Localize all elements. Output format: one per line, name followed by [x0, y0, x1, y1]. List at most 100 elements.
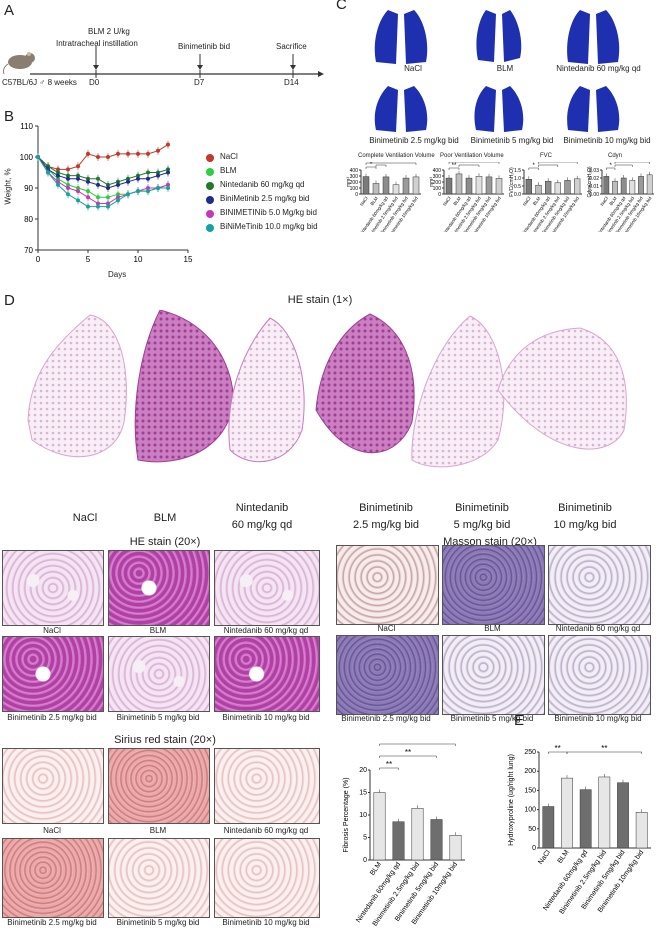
group-label: Nintedanib 60 mg/kg qd	[231, 502, 293, 531]
micro-caption: NaCl	[43, 826, 61, 835]
data-point	[46, 170, 50, 175]
series-line	[37, 144, 169, 170]
data-point	[126, 192, 130, 197]
category-label: BLM	[452, 196, 462, 207]
bar	[545, 180, 552, 195]
pvv-title: Poor Ventilation Volume	[440, 153, 504, 159]
lung-caption: Nintedanib 60 mg/kg qd	[556, 64, 641, 73]
mouse-strain: C57BL/6J ♂ 8 weeks	[2, 78, 77, 87]
lung-caption: BLM	[496, 64, 514, 73]
data-point	[96, 182, 100, 187]
bleomycin-dose: BLM 2 U/kg	[88, 27, 130, 36]
micro-caption: Binimetinib 5 mg/kg bid	[116, 713, 200, 722]
legend-marker	[206, 182, 214, 190]
y-tick-label: 200	[433, 180, 442, 186]
significance-bracket	[614, 162, 650, 164]
sirius-micrograph	[2, 838, 104, 918]
data-point	[96, 155, 100, 159]
panel-letter-c: C	[336, 0, 347, 13]
bar	[495, 178, 503, 195]
bar	[629, 180, 636, 195]
bar	[392, 184, 400, 195]
legend-marker	[206, 224, 214, 232]
significance-star: **	[452, 163, 457, 169]
data-point	[86, 195, 90, 200]
significance-bracket	[458, 164, 480, 167]
y-tick-label: 0	[438, 192, 441, 198]
y-tick-label: 100	[524, 807, 536, 814]
bar	[373, 792, 386, 861]
bar	[617, 782, 629, 849]
he-micrograph	[2, 550, 104, 626]
significance-star: *	[468, 162, 471, 166]
y-axis-label: Fibrosis Percentage (%)	[343, 777, 350, 852]
group-label: Binimetinib 5 mg/kg bid	[453, 502, 511, 531]
sirius-micrograph	[214, 838, 320, 918]
significance-bracket	[448, 162, 500, 164]
bar	[382, 176, 390, 195]
bar	[402, 177, 410, 195]
data-point	[96, 195, 100, 200]
data-point	[86, 151, 90, 156]
significance-bracket	[606, 167, 616, 170]
bar	[430, 819, 443, 861]
data-point	[146, 170, 150, 175]
legend-item: BINIMETINib 5.0 Mg/kg bid	[206, 208, 318, 222]
he-micrograph	[214, 550, 320, 626]
group-label: Binimetinib 10 mg/kg bid	[553, 502, 617, 531]
data-point	[96, 176, 100, 181]
y-tick-label: 80	[24, 215, 33, 224]
micro-caption: Binimetinib 10 mg/kg bid	[222, 918, 310, 927]
y-tick-label: 400	[433, 168, 442, 174]
bar	[362, 176, 370, 195]
micro-caption: Binimetinib 5 mg/kg bid	[116, 918, 200, 927]
significance-star: *	[609, 163, 612, 169]
group-label: NaCl	[72, 512, 98, 524]
instillation-label: Intratracheal instillation	[56, 39, 138, 48]
data-point	[66, 186, 70, 190]
bar	[535, 184, 542, 195]
weight-ylabel: Weight, %	[3, 168, 13, 205]
masson-micrograph	[442, 545, 545, 625]
y-tick-label: 90	[24, 184, 33, 193]
category-label: NaCl	[359, 196, 369, 207]
he-micrograph	[2, 636, 104, 712]
bar	[574, 178, 581, 195]
data-point	[76, 164, 80, 169]
lung-caption: Binimetinib 10 mg/kg bid	[563, 136, 651, 145]
fvc-title: FVC	[540, 153, 552, 159]
significance-bracket	[379, 743, 456, 746]
bar	[392, 821, 405, 861]
legend-label: BINIMETINib 5.0 Mg/kg bid	[220, 208, 317, 217]
lung-section	[411, 315, 505, 468]
y-axis-label: FVC(cmH₂O)	[509, 167, 515, 197]
legend-item: BiniMetinib 2.5 mg/kg bid	[206, 194, 318, 208]
bar	[638, 176, 644, 195]
bar	[449, 835, 462, 861]
y-tick-label: 200	[524, 768, 536, 775]
he-1x-title: HE stain (1×)	[287, 294, 353, 306]
panel-letter-a: A	[4, 2, 15, 19]
bar	[525, 179, 532, 195]
sacrifice-label: Sacrifice	[276, 42, 307, 51]
panel-letter-b: B	[4, 108, 15, 125]
lung-3d-renders	[374, 10, 620, 132]
weight-xlabel: Days	[108, 270, 127, 279]
micro-caption: Nintedanib 60 mg/kg qd	[223, 826, 309, 835]
lung-render	[374, 86, 428, 132]
bar	[564, 180, 571, 195]
legend-marker	[206, 154, 214, 162]
timeline-diagram	[3, 46, 324, 78]
data-point	[76, 176, 80, 181]
significance-bracket	[448, 167, 460, 170]
category-label: BLM	[369, 196, 379, 207]
bar	[542, 806, 555, 849]
significance-star: ****	[411, 740, 423, 745]
micro-caption: Binimetinib 2.5 mg/kg bid	[7, 918, 97, 927]
sirius-micrograph	[108, 838, 210, 918]
tick-d7: D7	[194, 78, 205, 87]
significance-star: **	[555, 744, 561, 753]
